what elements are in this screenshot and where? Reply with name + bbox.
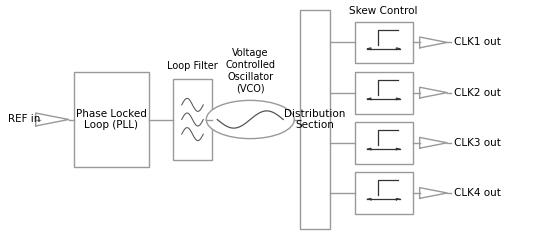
Text: Loop Filter: Loop Filter bbox=[167, 60, 218, 71]
Text: Skew Control: Skew Control bbox=[349, 5, 418, 16]
Text: Distribution
Section: Distribution Section bbox=[284, 109, 345, 130]
Bar bbox=[355, 72, 412, 114]
Bar bbox=[355, 22, 412, 63]
Text: Phase Locked
Loop (PLL): Phase Locked Loop (PLL) bbox=[76, 109, 147, 130]
Bar bbox=[74, 72, 148, 167]
Bar bbox=[355, 172, 412, 214]
Bar bbox=[173, 79, 212, 160]
Text: CLK2 out: CLK2 out bbox=[454, 88, 501, 98]
Text: CLK1 out: CLK1 out bbox=[454, 38, 501, 47]
Text: REF in: REF in bbox=[8, 114, 41, 125]
Text: Voltage
Controlled
Oscillator
(VCO): Voltage Controlled Oscillator (VCO) bbox=[226, 49, 275, 93]
Bar bbox=[300, 10, 330, 229]
Text: CLK3 out: CLK3 out bbox=[454, 138, 501, 148]
Bar bbox=[355, 122, 412, 164]
Text: CLK4 out: CLK4 out bbox=[454, 188, 501, 198]
Circle shape bbox=[206, 100, 294, 139]
